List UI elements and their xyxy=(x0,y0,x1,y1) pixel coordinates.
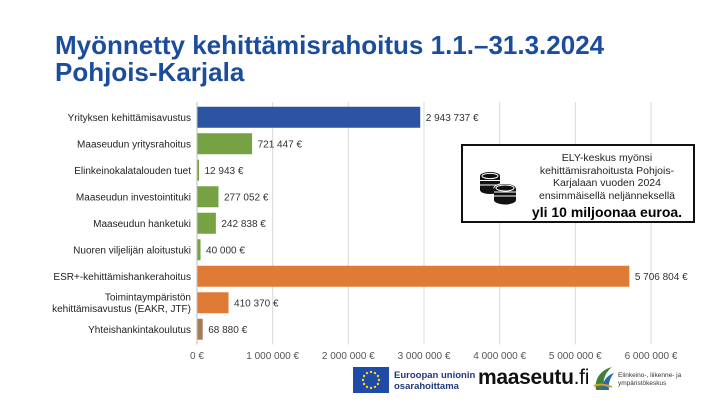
bar xyxy=(197,159,199,181)
bar xyxy=(197,239,201,261)
category-label-line: Nuoren viljelijän aloitustuki xyxy=(73,245,191,256)
bar xyxy=(197,318,203,340)
eu-line-2: osarahoittama xyxy=(394,381,459,392)
eu-star xyxy=(369,386,373,390)
data-label: 2 943 737 € xyxy=(426,113,479,124)
category-label-line: Maaseudun yritysrahoitus xyxy=(77,139,191,150)
bar xyxy=(197,212,216,234)
category-label: Maaseudun yritysrahoitus xyxy=(77,139,191,150)
category-label: Maaseudun investointituki xyxy=(76,192,191,203)
page-title: Myönnetty kehittämisrahoitus 1.1.–31.3.2… xyxy=(55,32,604,86)
category-label-line: Toimintaympäristön xyxy=(105,293,191,304)
x-tick-label: 0 € xyxy=(190,351,204,362)
category-label-line: Yhteishankintakoulutus xyxy=(88,325,191,336)
data-label: 277 052 € xyxy=(224,192,269,203)
category-label: Nuoren viljelijän aloitustuki xyxy=(73,245,191,256)
data-label: 242 838 € xyxy=(221,219,266,230)
info-callout: ELY-keskus myönsi kehittämisrahoitusta P… xyxy=(461,144,695,223)
data-label: 12 943 € xyxy=(205,166,244,177)
eu-star xyxy=(365,371,369,375)
category-label-line: Maaseudun investointituki xyxy=(76,192,191,203)
bar xyxy=(197,265,630,287)
bar xyxy=(197,292,229,314)
maaseutu-logo-suffix: .fi xyxy=(573,366,590,389)
coins-icon xyxy=(480,172,517,205)
category-label: ESR+-kehittämishankerahoitus xyxy=(53,272,191,283)
eu-star xyxy=(362,382,366,386)
ely-logo-text: Elinkeino-, liikenne- ja ympäristökeskus xyxy=(618,372,681,388)
x-tick-label: 4 000 000 € xyxy=(473,351,526,362)
eu-star xyxy=(362,374,366,378)
eu-star xyxy=(376,382,380,386)
category-label: Maaseudun hanketuki xyxy=(93,219,191,230)
category-label-line: ESR+-kehittämishankerahoitus xyxy=(53,272,191,283)
maaseutu-logo-text: maaseutu xyxy=(478,366,574,389)
x-tick-label: 5 000 000 € xyxy=(549,351,602,362)
eu-star xyxy=(369,370,373,374)
eu-star xyxy=(373,385,377,389)
category-label-line: Maaseudun hanketuki xyxy=(93,219,191,230)
callout-highlight: yli 10 miljoonaa euroa. xyxy=(531,204,683,220)
callout-text: ELY-keskus myönsi kehittämisrahoitusta P… xyxy=(525,152,689,221)
eu-flag-icon xyxy=(353,367,389,393)
eu-star xyxy=(376,374,380,378)
ely-line-1: Elinkeino-, liikenne- ja xyxy=(618,372,682,379)
data-label: 721 447 € xyxy=(258,139,303,150)
category-label-line: Elinkeinokalatalouden tuet xyxy=(74,166,191,177)
bar xyxy=(197,106,421,128)
category-label: Elinkeinokalatalouden tuet xyxy=(74,166,191,177)
eu-star xyxy=(377,378,381,382)
callout-body: ELY-keskus myönsi kehittämisrahoitusta P… xyxy=(539,152,675,202)
data-label: 40 000 € xyxy=(206,245,245,256)
bar xyxy=(197,133,253,155)
eu-funding-text: Euroopan unionin osarahoittama xyxy=(394,370,475,392)
eu-star xyxy=(361,378,365,382)
bar xyxy=(197,186,219,208)
maaseutu-logo: maaseutu.fi xyxy=(478,366,589,390)
x-tick-label: 3 000 000 € xyxy=(398,351,451,362)
title-line-1: Myönnetty kehittämisrahoitus 1.1.–31.3.2… xyxy=(55,30,605,60)
category-label: Yhteishankintakoulutus xyxy=(88,325,191,336)
category-label: Toimintaympäristön kehittämisavustus (EAK… xyxy=(52,293,191,316)
x-tick-label: 2 000 000 € xyxy=(322,351,375,362)
ely-logo-icon xyxy=(593,367,614,390)
x-tick-label: 6 000 000 € xyxy=(625,351,678,362)
data-label: 410 370 € xyxy=(234,298,279,309)
category-label-line: kehittämisavustus (EAKR, JTF) xyxy=(52,304,191,315)
ely-line-2: ympäristökeskus xyxy=(618,380,667,387)
x-tick-label: 1 000 000 € xyxy=(246,351,299,362)
eu-line-1: Euroopan unionin xyxy=(394,370,476,381)
eu-star xyxy=(373,371,377,375)
category-label: Yrityksen kehittämisavustus xyxy=(68,113,191,124)
category-label-line: Yrityksen kehittämisavustus xyxy=(68,113,191,124)
title-line-2: Pohjois-Karjala xyxy=(55,57,245,87)
data-label: 5 706 804 € xyxy=(635,272,688,283)
data-label: 68 880 € xyxy=(208,325,247,336)
footer-logos: Euroopan unionin osarahoittama maaseutu.… xyxy=(350,360,720,405)
eu-star xyxy=(365,385,369,389)
